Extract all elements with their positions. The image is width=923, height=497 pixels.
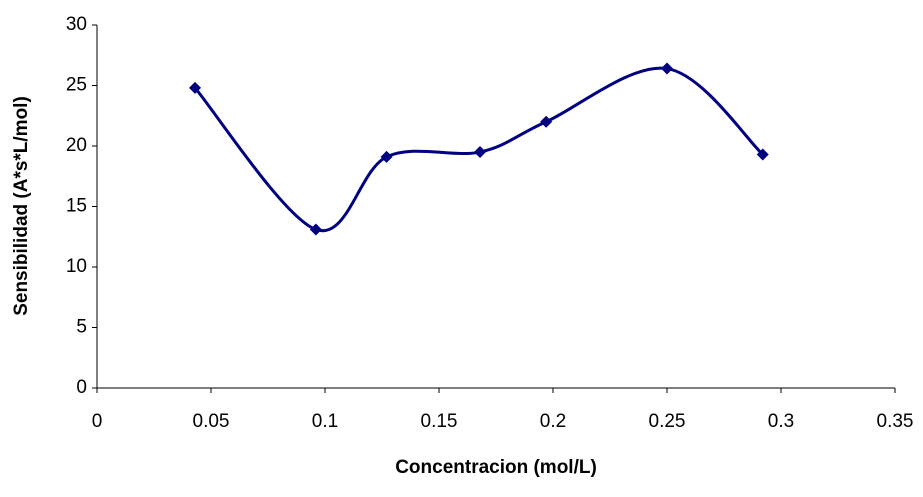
x-tick-label: 0.2 (540, 411, 566, 432)
x-tick-label: 0.05 (193, 411, 230, 432)
y-tick-label: 25 (66, 75, 87, 96)
x-tick-label: 0.35 (877, 411, 914, 432)
point (474, 146, 487, 159)
y-tick-label: 10 (66, 256, 87, 277)
y-axis-label: Sensibilidad (A*s*L/mol) (11, 96, 32, 316)
x-tick-label: 0.3 (768, 411, 794, 432)
y-tick-label: 0 (76, 377, 87, 398)
point (756, 148, 769, 161)
x-axis-label: Concentracion (mol/L) (395, 457, 597, 478)
x-tick-label: 0.1 (312, 411, 338, 432)
x-tick-label: 0.25 (649, 411, 686, 432)
point (540, 115, 553, 128)
point (380, 150, 393, 163)
y-tick-label: 20 (66, 135, 87, 156)
point (309, 223, 322, 236)
point (189, 81, 202, 94)
x-tick-label: 0.15 (421, 411, 458, 432)
y-tick-label: 30 (66, 14, 87, 35)
y-tick-label: 5 (76, 317, 87, 338)
point (661, 62, 673, 75)
y-tick-label: 15 (66, 196, 87, 217)
x-tick-label: 0 (92, 411, 103, 432)
